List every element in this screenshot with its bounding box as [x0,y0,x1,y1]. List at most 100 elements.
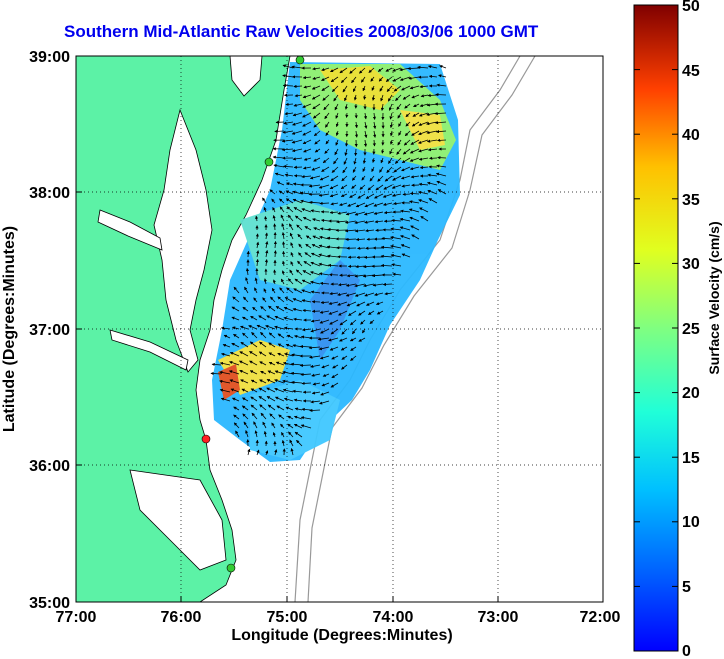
velocity-arrow [389,148,393,155]
velocity-arrow [399,226,411,231]
velocity-arrow [401,253,411,258]
velocity-arrow [281,270,285,276]
velocity-arrow [320,300,330,305]
velocity-arrow [279,287,285,294]
velocity-arrow [383,184,393,190]
velocity-arrow [409,200,420,204]
velocity-arrow [312,382,321,386]
velocity-arrow [282,83,294,88]
velocity-arrow [379,166,384,173]
velocity-arrow [436,83,447,87]
velocity-arrow [310,271,321,276]
velocity-arrow [311,94,321,100]
velocity-arrow [292,389,303,393]
velocity-arrow [331,166,339,173]
velocity-arrow [350,346,357,351]
velocity-arrow [436,180,447,186]
velocity-arrow [418,139,429,144]
velocity-arrow [354,148,358,157]
velocity-arrow [369,319,375,325]
velocity-arrow [439,65,447,69]
velocity-arrow [333,94,339,102]
velocity-arrow [295,269,303,276]
velocity-arrow [353,94,357,101]
velocity-arrow [319,319,330,324]
velocity-arrow [338,310,348,316]
velocity-arrow [293,207,303,213]
velocity-arrow [288,431,294,438]
velocity-arrow [232,296,240,303]
velocity-arrow [393,201,402,206]
velocity-arrow [375,301,384,306]
velocity-arrow [292,112,303,117]
velocity-arrow [408,208,420,213]
velocity-arrow [375,184,384,191]
velocity-arrow [271,287,276,294]
velocity-arrow [345,292,357,297]
velocity-arrow [293,288,303,294]
colorbar-ticks [634,4,678,652]
station-hatteras [226,563,236,573]
velocity-arrow [222,343,231,348]
velocity-arrow [364,202,375,208]
velocity-arrow [337,283,348,287]
velocity-arrow [334,103,339,111]
velocity-arrow [282,388,294,393]
velocity-arrow [282,250,286,258]
velocity-arrow [323,103,330,111]
velocity-arrow [248,325,258,330]
velocity-arrow [357,193,366,199]
velocity-arrow [380,94,384,102]
colorbar-tick-label: 40 [682,127,700,144]
velocity-arrow [269,413,276,420]
velocity-arrow [258,396,267,402]
lon-tick-label: 73:00 [478,609,519,626]
velocity-arrow [411,94,420,99]
lon-tick-label: 77:00 [56,609,97,626]
velocity-arrow [437,189,447,195]
velocity-arrow [296,224,303,231]
velocity-arrow [273,240,277,249]
velocity-arrow [302,94,312,99]
velocity-arrow [239,351,249,357]
velocity-arrow [402,192,411,196]
colorbar-tick-label: 0 [682,643,691,659]
velocity-arrow [259,404,267,411]
velocity-arrow [318,193,330,197]
velocity-arrow [263,288,267,294]
velocity-arrow [331,85,339,93]
velocity-arrow [256,449,260,456]
velocity-arrow [242,397,249,402]
velocity-arrow [280,278,285,285]
bathymetry-contour-2 [307,56,536,602]
velocity-arrow [244,286,249,294]
velocity-arrow [358,310,366,316]
velocity-arrow [286,287,294,294]
potomac-river [97,209,163,251]
velocity-arrow [289,439,294,447]
velocity-arrow [301,279,312,285]
velocity-arrow [398,121,402,127]
velocity-arrow [409,191,420,196]
velocity-arrow [274,315,285,321]
velocity-arrow [374,292,384,296]
velocity-arrow [254,277,258,285]
velocity-arrow [300,416,312,420]
velocity-arrow [390,253,402,258]
velocity-arrow [292,307,303,312]
velocity-arrow [321,67,330,72]
velocity-arrow [361,175,366,181]
velocity-arrow [385,76,393,82]
velocity-arrow [238,360,249,366]
velocity-arrow [284,297,294,303]
velocity-arrow [298,252,303,258]
velocity-arrow [324,148,330,154]
velocity-arrow [279,206,285,213]
velocity-arrow [312,76,321,80]
velocity-arrow [359,67,366,74]
velocity-arrow [389,139,394,145]
velocity-arrow [312,218,321,222]
velocity-arrow [380,263,393,268]
velocity-arrow [343,157,348,165]
velocity-arrow [344,139,349,147]
